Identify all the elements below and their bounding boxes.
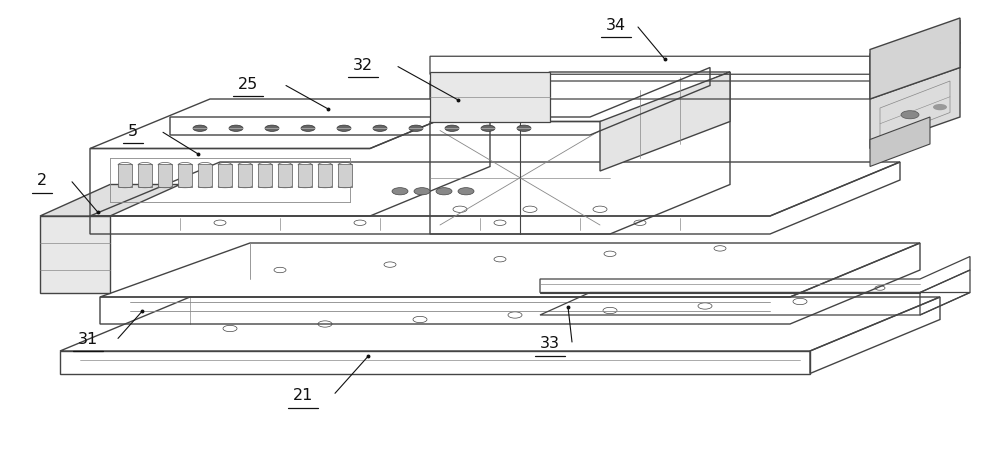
Bar xyxy=(198,164,212,187)
Polygon shape xyxy=(870,117,930,166)
Bar xyxy=(158,164,172,187)
Bar xyxy=(238,164,252,187)
Polygon shape xyxy=(430,72,550,122)
Bar xyxy=(218,164,232,187)
Circle shape xyxy=(193,125,207,131)
Circle shape xyxy=(414,188,430,195)
Bar xyxy=(258,164,272,187)
Text: 2: 2 xyxy=(37,173,47,189)
Circle shape xyxy=(392,188,408,195)
Circle shape xyxy=(481,125,495,131)
Bar xyxy=(278,164,292,187)
Text: 32: 32 xyxy=(353,58,373,73)
Polygon shape xyxy=(870,18,960,99)
Bar xyxy=(318,164,332,187)
Bar xyxy=(338,164,352,187)
Circle shape xyxy=(933,104,947,110)
Circle shape xyxy=(517,125,531,131)
Circle shape xyxy=(409,125,423,131)
Text: 5: 5 xyxy=(128,124,138,139)
Circle shape xyxy=(436,188,452,195)
Text: 34: 34 xyxy=(606,18,626,33)
Polygon shape xyxy=(870,68,960,148)
Polygon shape xyxy=(40,184,180,216)
Circle shape xyxy=(301,125,315,131)
Text: 21: 21 xyxy=(293,388,313,404)
Text: 31: 31 xyxy=(78,332,98,347)
Circle shape xyxy=(373,125,387,131)
Text: 33: 33 xyxy=(540,336,560,351)
Text: 25: 25 xyxy=(238,77,258,92)
Bar xyxy=(138,164,152,187)
Polygon shape xyxy=(600,72,730,171)
Bar xyxy=(298,164,312,187)
Circle shape xyxy=(265,125,279,131)
Circle shape xyxy=(445,125,459,131)
Circle shape xyxy=(229,125,243,131)
Circle shape xyxy=(901,111,919,119)
Polygon shape xyxy=(40,216,110,292)
Circle shape xyxy=(337,125,351,131)
Circle shape xyxy=(458,188,474,195)
Bar xyxy=(178,164,192,187)
Bar xyxy=(118,164,132,187)
